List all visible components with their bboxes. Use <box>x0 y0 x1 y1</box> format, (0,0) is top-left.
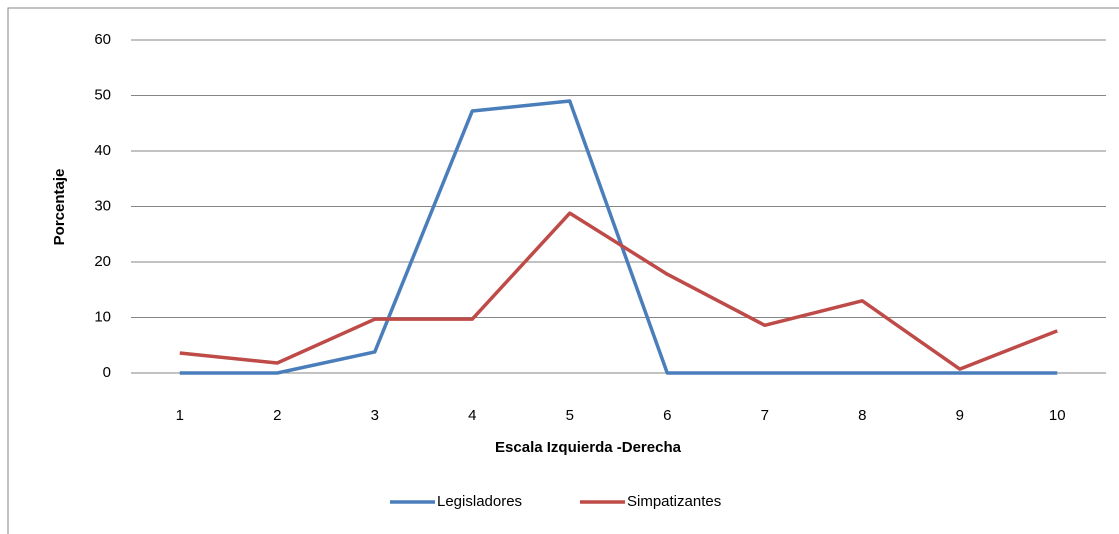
x-axis-title: Escala Izquierda -Derecha <box>495 439 682 456</box>
x-tick-label: 10 <box>1049 407 1066 424</box>
y-tick-label: 50 <box>94 86 111 103</box>
y-tick-label: 60 <box>94 31 111 48</box>
line-series <box>179 211 1058 371</box>
chart-frame <box>7 7 1119 534</box>
y-axis-title: Porcentaje <box>51 169 68 246</box>
legend-label: Simpatizantes <box>627 493 721 510</box>
line-series <box>179 99 1058 375</box>
y-tick-label: 10 <box>94 308 111 325</box>
legend-label: Legisladores <box>437 493 522 510</box>
x-tick-label: 4 <box>468 407 476 424</box>
y-tick-label: 30 <box>94 197 111 214</box>
y-tick-label: 0 <box>103 364 111 381</box>
x-tick-label: 3 <box>371 407 379 424</box>
x-tick-label: 5 <box>566 407 574 424</box>
x-tick-label: 2 <box>273 407 281 424</box>
x-tick-label: 8 <box>858 407 866 424</box>
x-tick-label: 6 <box>663 407 671 424</box>
x-tick-label: 9 <box>956 407 964 424</box>
x-tick-label: 1 <box>176 407 184 424</box>
y-tick-label: 40 <box>94 142 111 159</box>
y-tick-label: 20 <box>94 253 111 270</box>
x-tick-label: 7 <box>761 407 769 424</box>
